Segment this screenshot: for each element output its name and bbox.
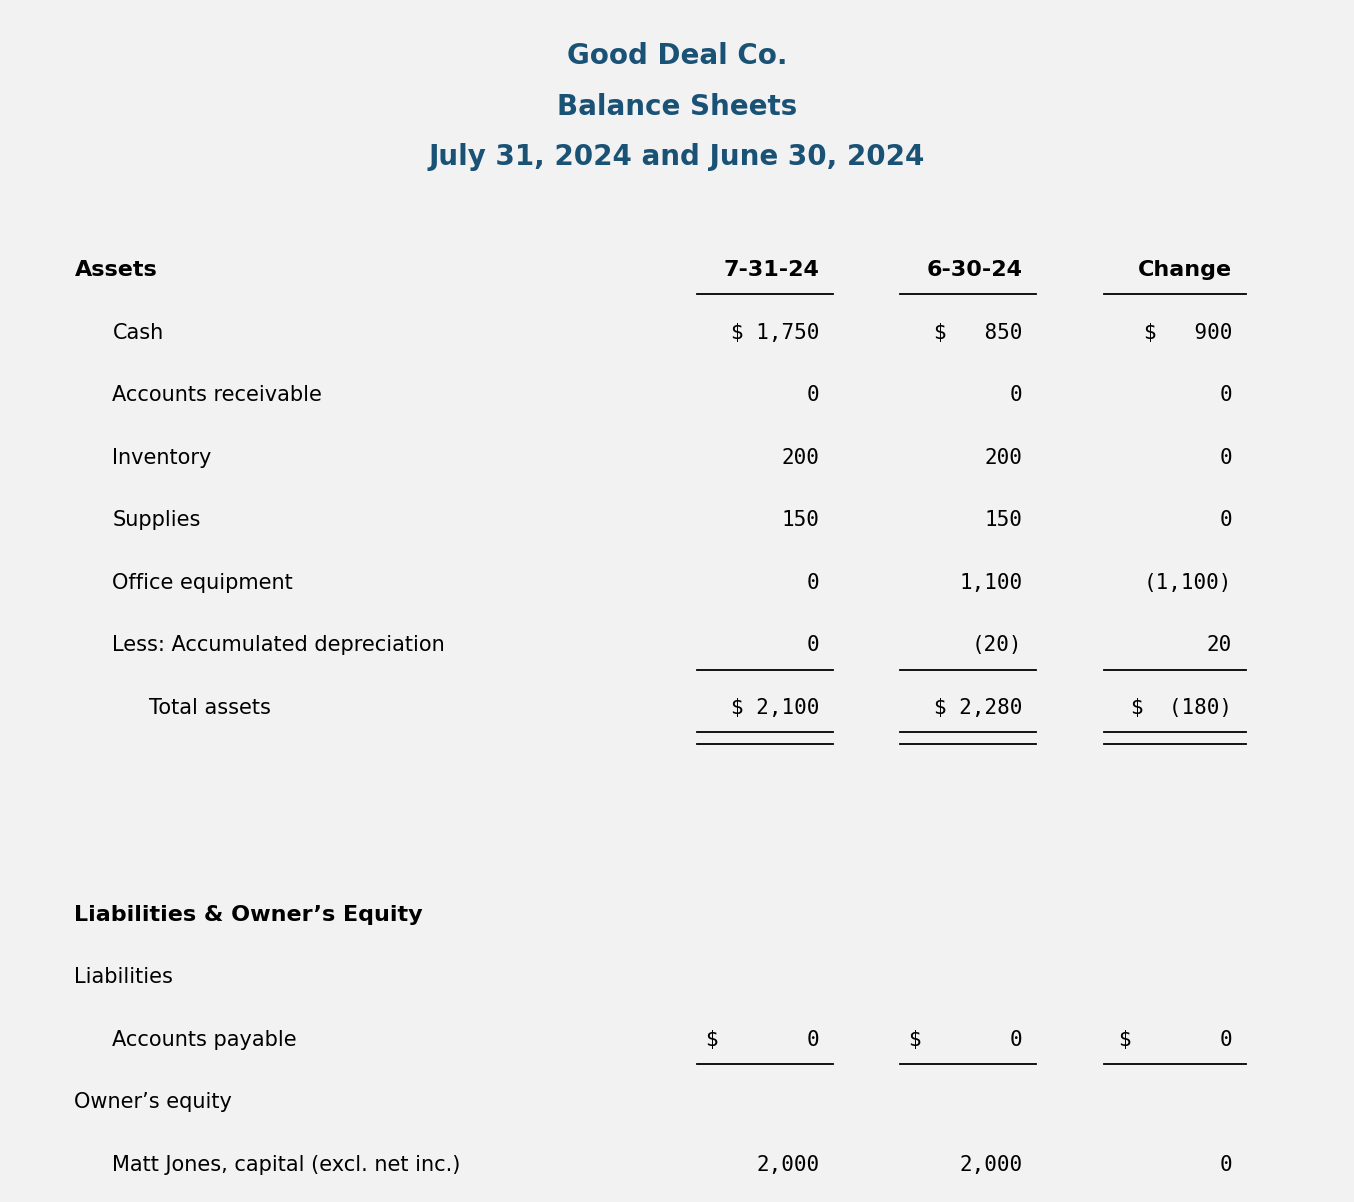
Text: Assets: Assets xyxy=(74,261,157,280)
Text: 0: 0 xyxy=(1220,1155,1232,1174)
Text: Total assets: Total assets xyxy=(149,698,271,718)
Text: 0: 0 xyxy=(1220,448,1232,468)
Text: 0: 0 xyxy=(1010,386,1022,405)
Text: Cash: Cash xyxy=(112,323,164,343)
Text: 20: 20 xyxy=(1206,636,1232,655)
Text: 1,100: 1,100 xyxy=(959,573,1022,593)
Text: 0: 0 xyxy=(1220,386,1232,405)
Text: (1,100): (1,100) xyxy=(1144,573,1232,593)
Text: Office equipment: Office equipment xyxy=(112,573,292,593)
Text: Accounts receivable: Accounts receivable xyxy=(112,386,322,405)
Text: 200: 200 xyxy=(781,448,819,468)
Text: $       0: $ 0 xyxy=(705,1030,819,1049)
Text: 200: 200 xyxy=(984,448,1022,468)
Text: $       0: $ 0 xyxy=(1118,1030,1232,1049)
Text: Good Deal Co.: Good Deal Co. xyxy=(567,42,787,70)
Text: Liabilities & Owner’s Equity: Liabilities & Owner’s Equity xyxy=(74,905,422,924)
Text: 0: 0 xyxy=(807,573,819,593)
Text: Supplies: Supplies xyxy=(112,511,200,530)
Text: 150: 150 xyxy=(781,511,819,530)
Text: Less: Accumulated depreciation: Less: Accumulated depreciation xyxy=(112,636,445,655)
Text: (20): (20) xyxy=(972,636,1022,655)
Text: Inventory: Inventory xyxy=(112,448,211,468)
Text: $       0: $ 0 xyxy=(909,1030,1022,1049)
Text: 6-30-24: 6-30-24 xyxy=(926,261,1022,280)
Text: $   850: $ 850 xyxy=(934,323,1022,343)
Text: 150: 150 xyxy=(984,511,1022,530)
Text: 0: 0 xyxy=(1220,511,1232,530)
Text: $ 1,750: $ 1,750 xyxy=(731,323,819,343)
Text: July 31, 2024 and June 30, 2024: July 31, 2024 and June 30, 2024 xyxy=(429,143,925,171)
Text: $ 2,280: $ 2,280 xyxy=(934,698,1022,718)
Text: 0: 0 xyxy=(807,636,819,655)
Text: Owner’s equity: Owner’s equity xyxy=(74,1093,233,1112)
Text: Balance Sheets: Balance Sheets xyxy=(556,93,798,120)
Text: 7-31-24: 7-31-24 xyxy=(723,261,819,280)
Text: $   900: $ 900 xyxy=(1144,323,1232,343)
Text: 0: 0 xyxy=(807,386,819,405)
Text: $ 2,100: $ 2,100 xyxy=(731,698,819,718)
Text: Accounts payable: Accounts payable xyxy=(112,1030,297,1049)
Text: 2,000: 2,000 xyxy=(959,1155,1022,1174)
Text: $  (180): $ (180) xyxy=(1131,698,1232,718)
Text: Change: Change xyxy=(1137,261,1232,280)
Text: Matt Jones, capital (excl. net inc.): Matt Jones, capital (excl. net inc.) xyxy=(112,1155,460,1174)
Text: 2,000: 2,000 xyxy=(756,1155,819,1174)
Text: Liabilities: Liabilities xyxy=(74,968,173,987)
